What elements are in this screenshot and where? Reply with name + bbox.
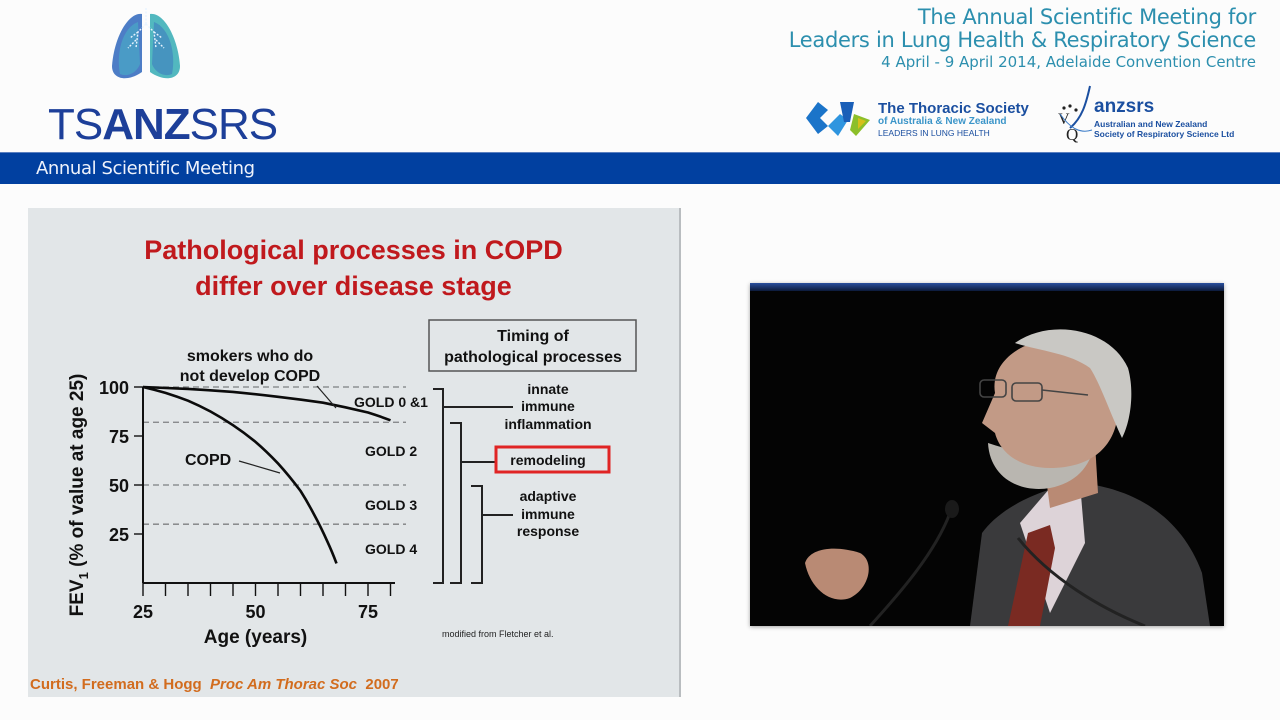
gold-stage-label: GOLD 2: [365, 443, 417, 459]
slide-citation: Curtis, Freeman & Hogg Proc Am Thorac So…: [30, 676, 399, 693]
slide-title-line2: differ over disease stage: [195, 271, 512, 301]
annotation-copd-leader: [238, 460, 281, 474]
y-tick-label: 100: [99, 378, 129, 398]
anzsrs-subtitle-2: Society of Respiratory Science Ltd: [1094, 129, 1235, 139]
thoracic-society-emblem-icon: [806, 102, 870, 136]
meeting-heading: The Annual Scientific Meeting for Leader…: [788, 5, 1257, 72]
timing-box-line2: pathological processes: [444, 349, 622, 366]
anzsrs-name: anzsrs: [1094, 96, 1155, 117]
remodeling-highlight-box: [494, 445, 611, 474]
bracket-adaptive: [471, 485, 483, 584]
gold-stage-label: GOLD 0 &1: [354, 394, 428, 410]
slide-title-line1: Pathological processes in COPD: [144, 235, 563, 265]
anzsrs-logo: V Q anzsrs Australian and New Zealand So…: [1056, 84, 1266, 148]
bracket-innate: [433, 388, 444, 584]
y-tick-label: 50: [109, 476, 129, 496]
process-adaptive-label: immune: [521, 506, 575, 522]
source-note: modified from Fletcher et al.: [442, 629, 554, 639]
annotation-smokers-line1: smokers who do: [187, 348, 313, 365]
thoracic-society-logo: The Thoracic Society of Australia & New …: [804, 96, 1034, 146]
speaker-video[interactable]: [750, 283, 1224, 626]
tsanzsrs-logo: TSANZSRS: [46, 8, 278, 149]
copd-curve: [142, 385, 338, 564]
lungs-icon: [112, 8, 180, 79]
meeting-dates: 4 April - 9 April 2014, Adelaide Convent…: [881, 53, 1256, 71]
annotation-copd: COPD: [185, 452, 231, 469]
thoracic-society-name: The Thoracic Society: [878, 100, 1029, 117]
slide-title: Pathological processes in COPD differ ov…: [28, 232, 679, 304]
meeting-title-line1: The Annual Scientific Meeting for: [917, 5, 1256, 29]
meeting-banner: Annual Scientific Meeting: [0, 152, 1280, 184]
x-tick-label: 50: [245, 602, 265, 622]
y-tick-label: 75: [109, 427, 129, 447]
process-innate-label: inflammation: [504, 416, 591, 432]
anzsrs-subtitle-1: Australian and New Zealand: [1094, 119, 1208, 129]
fev1-decline-chart: 25 50 75 100 25 50 75 Age (years) FEV1 (% of val…: [67, 319, 637, 648]
video-top-bar: [750, 283, 1224, 291]
thoracic-society-subtitle: of Australia & New Zealand: [878, 116, 1007, 127]
speaker-figure: [805, 329, 1210, 626]
annotation-smokers-line2: not develop COPD: [180, 368, 320, 385]
non-copd-smokers-curve: [142, 385, 391, 422]
process-remodeling-label: remodeling: [510, 452, 585, 468]
process-adaptive-label: adaptive: [520, 488, 577, 504]
process-innate-label: immune: [521, 398, 575, 414]
gold-stage-label: GOLD 4: [365, 541, 417, 557]
x-tick-label: 75: [358, 602, 378, 622]
annotation-smokers-leader: [316, 385, 337, 409]
timing-box: [428, 319, 637, 372]
presentation-slide: Pathological processes in COPD differ ov…: [28, 208, 681, 697]
y-tick-label: 25: [109, 525, 129, 545]
bracket-remodeling: [450, 422, 462, 584]
process-adaptive-label: response: [517, 523, 579, 539]
svg-text:Q: Q: [1066, 125, 1078, 144]
timing-box-line1: Timing of: [497, 328, 569, 345]
y-axis-label: FEV1 (% of value at age 25): [67, 374, 91, 617]
tsanzsrs-wordmark: TSANZSRS: [48, 100, 278, 149]
process-innate-label: innate: [527, 381, 568, 397]
thoracic-society-tagline: LEADERS IN LUNG HEALTH: [878, 128, 990, 138]
x-axis-label: Age (years): [204, 627, 308, 648]
banner-label: Annual Scientific Meeting: [36, 158, 255, 179]
gold-stage-label: GOLD 3: [365, 497, 417, 513]
anzsrs-emblem-icon: V Q: [1058, 85, 1093, 144]
x-tick-label: 25: [133, 602, 153, 622]
meeting-title-line2: Leaders in Lung Health & Respiratory Sci…: [788, 28, 1257, 52]
